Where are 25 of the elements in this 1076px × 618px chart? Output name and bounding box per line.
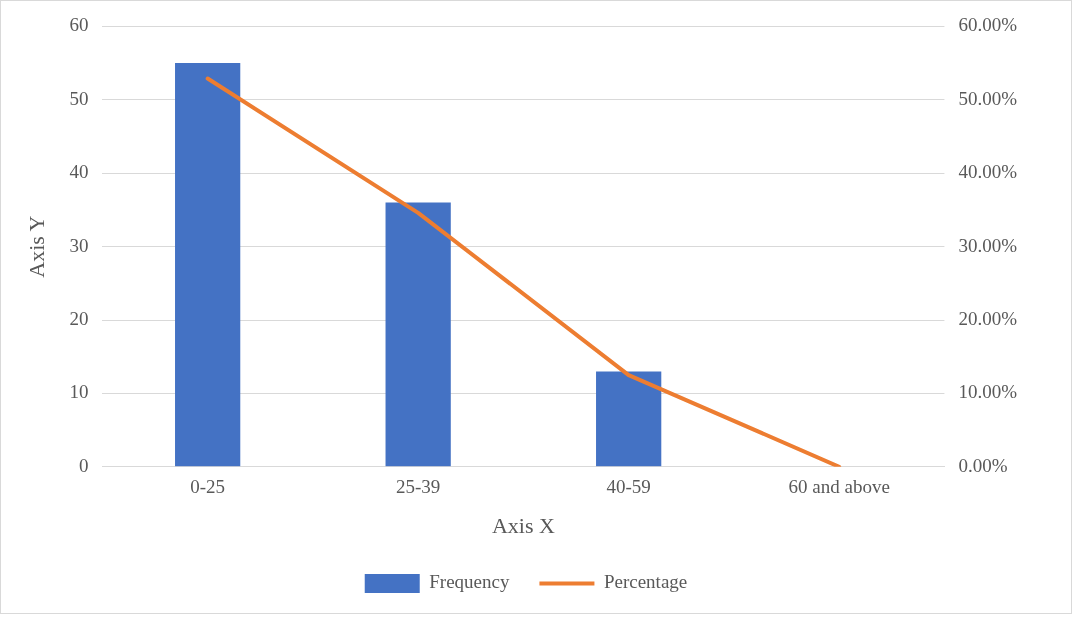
y2-tick-label: 50.00%: [958, 87, 1018, 109]
y-tick-label: 40: [69, 161, 89, 183]
legend-label: Percentage: [603, 571, 688, 593]
y-tick-label: 60: [69, 14, 89, 36]
y-axis-title: Axis Y: [23, 215, 49, 278]
x-tick-label: 25-39: [395, 476, 441, 498]
legend-label: Frequency: [429, 571, 510, 593]
y-tick-label: 0: [78, 454, 89, 476]
bar: [175, 63, 241, 467]
y-tick-label: 50: [69, 87, 89, 109]
x-tick-label: 40-59: [606, 476, 651, 498]
y-tick-label: 20: [69, 307, 89, 329]
y-tick-label: 30: [69, 234, 89, 256]
x-tick-label: 0-25: [190, 476, 226, 498]
y2-tick-label: 20.00%: [958, 307, 1018, 329]
y2-tick-label: 30.00%: [958, 234, 1018, 256]
y2-tick-label: 0.00%: [958, 454, 1008, 476]
bar: [385, 202, 451, 467]
x-tick-label: 60 and above: [788, 476, 890, 498]
y2-tick-label: 60.00%: [958, 14, 1018, 36]
y2-tick-label: 10.00%: [958, 381, 1018, 403]
y2-tick-label: 40.00%: [958, 161, 1018, 183]
y-tick-label: 10: [69, 381, 89, 403]
bar: [596, 371, 662, 467]
x-axis-title: Axis X: [491, 512, 555, 538]
